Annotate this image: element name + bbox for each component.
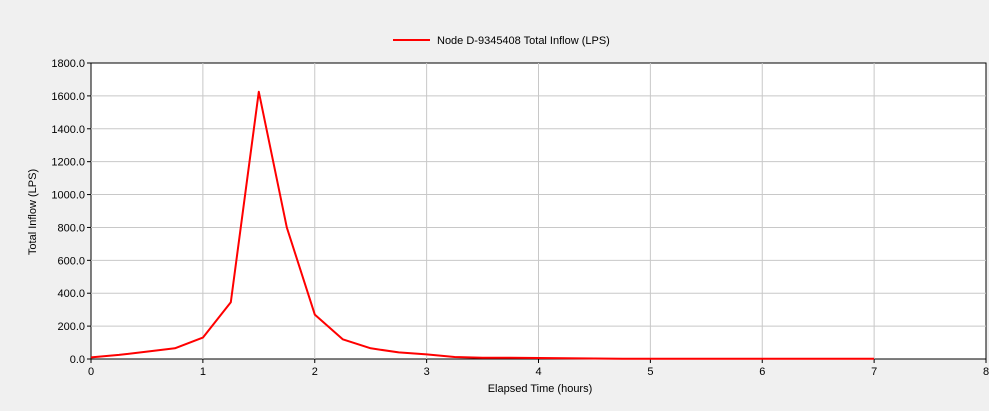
y-tick-label: 1600.0	[51, 91, 85, 103]
x-axis-label: Elapsed Time (hours)	[488, 383, 593, 395]
y-tick-label: 600.0	[57, 255, 85, 267]
y-tick-label: 200.0	[57, 321, 85, 333]
x-tick-label: 8	[983, 366, 989, 378]
x-tick-label: 6	[759, 366, 765, 378]
y-tick-label: 1000.0	[51, 190, 85, 202]
series-layer	[90, 90, 875, 360]
x-tick-label: 2	[312, 366, 318, 378]
y-axis: 0.0 200.0 400.0 600.0 800.0 1000.0 1200.0 1400.…	[51, 58, 91, 366]
x-tick-label: 1	[200, 366, 206, 378]
y-tick-label: 400.0	[57, 288, 85, 300]
x-axis: 0 1 2 3 4 5 6 7 8	[88, 359, 989, 378]
y-axis-label: Total Inflow (LPS)	[27, 169, 39, 255]
legend-label: Node D-9345408 Total Inflow (LPS)	[437, 35, 610, 47]
legend: Node D-9345408 Total Inflow (LPS)	[393, 35, 610, 47]
x-tick-label: 0	[88, 366, 94, 378]
x-tick-label: 7	[871, 366, 877, 378]
y-tick-label: 0.0	[70, 354, 85, 366]
y-tick-label: 1400.0	[51, 124, 85, 136]
y-tick-label: 800.0	[57, 222, 85, 234]
x-tick-label: 3	[424, 366, 430, 378]
series-line	[90, 90, 875, 360]
y-tick-label: 1800.0	[51, 58, 85, 70]
y-tick-label: 1200.0	[51, 157, 85, 169]
x-tick-label: 5	[647, 366, 653, 378]
gridlines	[91, 63, 986, 359]
x-tick-label: 4	[535, 366, 541, 378]
